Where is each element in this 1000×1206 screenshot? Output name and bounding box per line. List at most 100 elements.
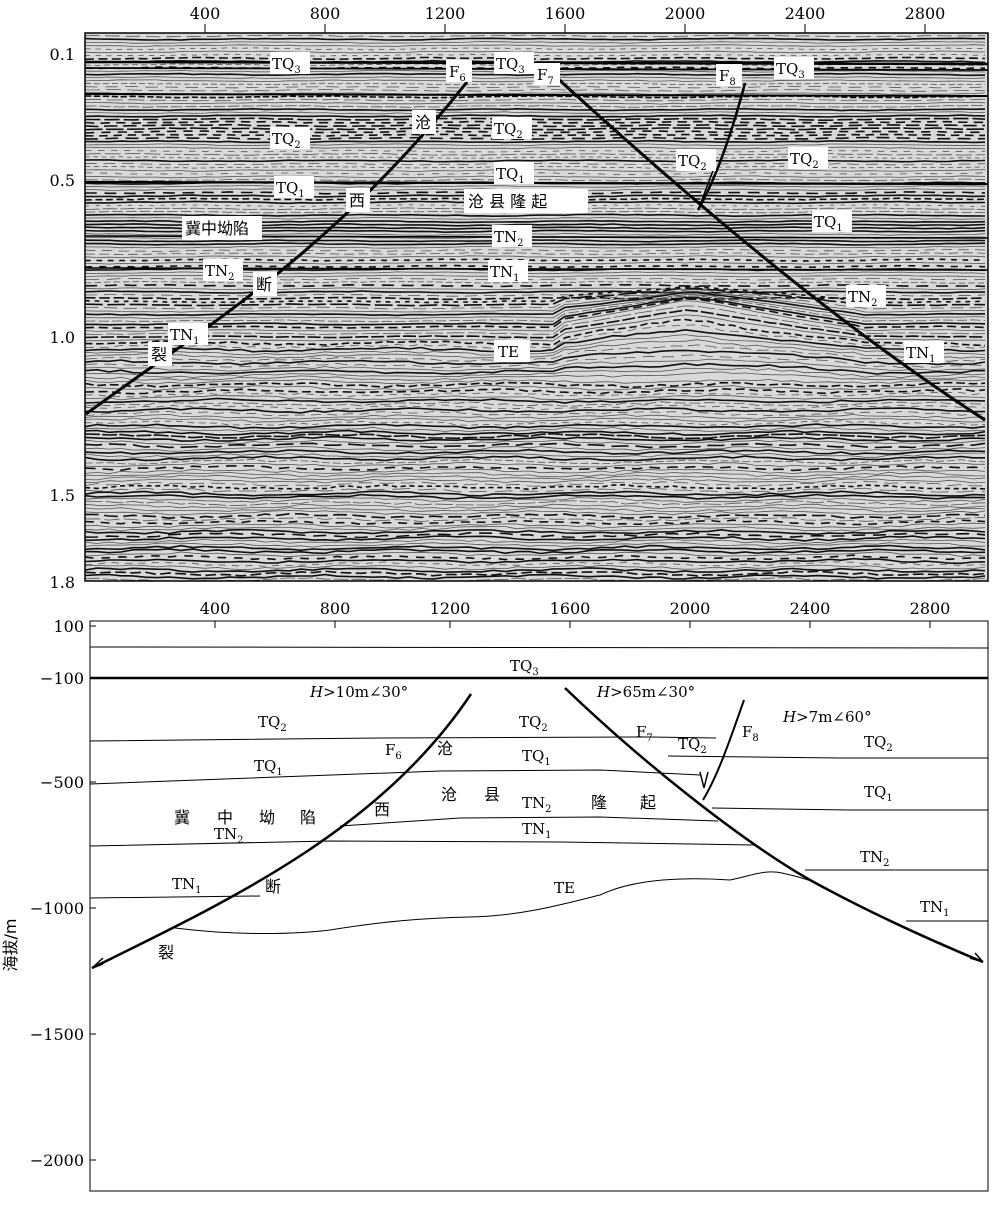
seismic-trace [85, 289, 986, 310]
bottom-label-cang2: 沧 [441, 785, 457, 804]
bottom-label-tq2-west: TQ2 [258, 713, 287, 734]
seismic-trace [85, 297, 986, 330]
bottom-x-tick-2800: 2800 [910, 599, 951, 618]
seismic-trace [85, 481, 986, 487]
bottom-label-tq1-center: TQ1 [522, 747, 551, 768]
seismic-trace [85, 567, 986, 574]
bottom-label-throw-f8: H>7m∠60° [782, 708, 872, 726]
seismic-trace [85, 300, 985, 332]
horizon-tn1-center [89, 840, 756, 847]
bottom-y-tick-minus-2000: −2000 [30, 1151, 84, 1170]
bottom-y-tick-minus-100: −100 [40, 669, 84, 688]
bottom-label-duan: 断 [265, 877, 281, 896]
seismic-trace [85, 432, 986, 440]
horizon-tq1-west [89, 769, 701, 785]
seismic-trace [85, 165, 986, 169]
seismic-trace [85, 354, 986, 369]
seismic-trace [85, 461, 986, 468]
seismic-trace [85, 500, 986, 507]
seismic-trace [85, 478, 986, 484]
seismic-trace [85, 385, 986, 391]
seismic-trace [85, 153, 986, 156]
top-label-tn1-right: TN1 [906, 344, 936, 365]
seismic-trace [85, 309, 986, 339]
seismic-trace [85, 535, 986, 542]
bottom-label-long: 隆 [591, 793, 607, 812]
top-label-tq2-left: TQ2 [272, 130, 301, 151]
bottom-x-tick-2000: 2000 [670, 599, 711, 618]
seismic-trace [85, 455, 985, 462]
seismic-trace [85, 44, 986, 47]
top-x-tick-2800: 2800 [905, 4, 946, 23]
seismic-trace [85, 526, 986, 532]
top-x-axis: 400 800 1200 1600 2000 2400 2800 [190, 4, 946, 33]
seismic-trace [85, 510, 986, 516]
seismic-trace [85, 483, 986, 491]
fault-f8-line [696, 82, 747, 211]
bottom-label-cang: 沧 [437, 739, 453, 758]
seismic-frame [84, 32, 989, 582]
seismic-trace [85, 413, 986, 420]
seismic-trace [85, 98, 986, 102]
seismic-trace [85, 334, 986, 356]
fault-f7 [564, 687, 984, 964]
top-label-tq2-center: TQ2 [494, 120, 523, 141]
seismic-trace [85, 156, 986, 160]
fault-f8-arrow [699, 771, 709, 789]
seismic-trace [85, 344, 986, 362]
bottom-label-tq3: TQ3 [510, 657, 539, 678]
seismic-trace [85, 242, 986, 246]
seismic-trace [85, 487, 986, 494]
seismic-trace [85, 290, 986, 313]
seismic-trace [85, 522, 986, 529]
seismic-trace [85, 127, 986, 131]
seismic-trace [85, 120, 985, 125]
top-label-f6: F6 [449, 63, 466, 84]
top-labels: TQ3 TQ3 TQ3 F6 F7 F8 沧 TQ2 TQ2 TQ2 TQ2 T… [148, 52, 944, 366]
seismic-trace [85, 89, 986, 92]
seismic-trace [85, 371, 986, 381]
seismic-trace [85, 283, 986, 288]
seismic-trace [85, 391, 986, 398]
bottom-label-f6: F6 [385, 741, 402, 762]
seismic-trace [85, 114, 986, 118]
bottom-label-f7: F7 [636, 723, 653, 744]
seismic-trace [85, 464, 986, 472]
seismic-trace [85, 285, 986, 304]
bottom-label-throw-f6: H>10m∠30° [309, 683, 408, 701]
bottom-label-tn1-west: TN1 [172, 875, 202, 896]
seismic-trace [85, 503, 986, 509]
top-label-lie: 裂 [151, 345, 167, 364]
seismic-trace [85, 446, 986, 452]
seismic-trace [85, 490, 986, 497]
fault-f7-arrow-tip [969, 957, 984, 963]
top-label-tn1-left: TN1 [170, 326, 200, 347]
seismic-trace [85, 544, 986, 552]
bottom-label-ao: 坳 [259, 808, 275, 827]
seismic-trace [85, 47, 986, 51]
seismic-trace [85, 439, 986, 446]
seismic-trace [85, 387, 986, 395]
seismic-trace [85, 185, 986, 188]
bottom-label-xian2: 县 [484, 785, 500, 804]
bottom-y-axis-title: 海拔/m [1, 919, 20, 972]
seismic-trace [85, 281, 986, 284]
seismic-trace [85, 528, 986, 536]
top-x-tick-2400: 2400 [785, 4, 826, 23]
seismic-trace [85, 474, 986, 481]
horizon-te [174, 871, 819, 935]
seismic-trace [85, 542, 985, 548]
top-x-tick-1600: 1600 [545, 4, 586, 23]
interpretation-frame [89, 620, 989, 1192]
top-label-tq1-left: TQ1 [276, 179, 305, 200]
seismic-trace [85, 468, 986, 475]
fault-f7-line [554, 75, 986, 422]
seismic-trace [85, 423, 986, 430]
seismic-trace [85, 238, 986, 243]
seismic-trace [85, 318, 986, 347]
bottom-x-tick-2400: 2400 [790, 599, 831, 618]
seismic-trace [85, 564, 986, 571]
seismic-trace [85, 516, 986, 522]
top-y-tick-1.8: 1.8 [50, 573, 75, 592]
bottom-label-tn1-east: TN1 [920, 898, 950, 919]
